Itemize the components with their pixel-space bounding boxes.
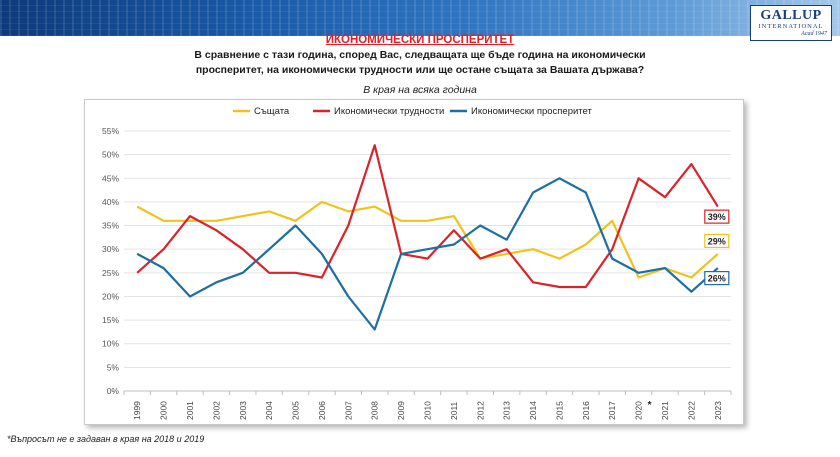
x-tick-label: 2009	[396, 401, 406, 420]
x-tick-label: 2020	[634, 401, 644, 420]
x-tick-label: 2004	[264, 401, 274, 420]
logo-line2: INTERNATIONAL	[758, 23, 824, 30]
x-tick-label: 2005	[291, 401, 301, 420]
legend-label: Същата	[254, 106, 290, 117]
line-chart: 0% 5% 10% 15% 20% 25% 30% 35% 40% 45% 50% 55% 1999 20…	[102, 106, 732, 420]
survey-question: В сравнение с тази година, според Вас, с…	[160, 48, 680, 78]
x-tick-label: 2006	[317, 401, 327, 420]
legend-label: Икономически просперитет	[471, 106, 593, 117]
y-tick-label: 55%	[102, 126, 119, 136]
x-tick-label: 2002	[211, 401, 221, 420]
series-line	[136, 144, 719, 289]
y-tick-label: 25%	[102, 268, 119, 278]
question-line-2: просперитет, на икономически трудности и…	[195, 64, 645, 76]
y-tick-label: 20%	[102, 291, 119, 301]
x-tick-label: 2010	[423, 401, 433, 420]
x-tick-label: 2022	[686, 401, 696, 420]
x-tick-label: 2003	[238, 401, 248, 420]
x-tick-label: 2021	[660, 401, 670, 420]
y-tick-label: 5%	[107, 362, 120, 372]
x-tick-label: 2007	[343, 401, 353, 420]
gallup-logo: GALLUP INTERNATIONAL Acad 1947	[750, 5, 832, 41]
end-label-box	[704, 270, 730, 286]
x-tick-label: 2008	[370, 401, 380, 420]
end-label-box	[704, 209, 730, 224]
x-tick-label: 2014	[528, 401, 538, 420]
legend-label: Икономически трудности	[334, 106, 444, 117]
end-label-box	[704, 233, 730, 249]
y-tick-label: 10%	[102, 339, 119, 349]
y-tick-label: 15%	[102, 315, 119, 325]
footnote: *Въпросът не е задаван в края на 2018 и …	[7, 434, 205, 444]
x-tick-label: 2001	[185, 401, 195, 420]
x-tick-label: 2000	[159, 401, 169, 420]
end-label: 26%	[708, 274, 726, 284]
chart-frame: 0% 5% 10% 15% 20% 25% 30% 35% 40% 45% 50% 55% 1999 20…	[84, 99, 744, 425]
chart-subtitle: В края на всяка година	[363, 84, 477, 96]
series-line	[136, 177, 719, 331]
y-tick-label: 40%	[102, 197, 119, 207]
x-tick-label: 2016	[581, 401, 591, 420]
y-tick-label: 35%	[102, 221, 119, 231]
question-line-1: В сравнение с тази година, според Вас, с…	[194, 49, 646, 61]
x-tick-label: 1999	[132, 401, 142, 420]
y-tick-label: 30%	[102, 244, 119, 254]
end-label: 29%	[708, 236, 726, 246]
logo-line1: GALLUP	[760, 8, 822, 23]
y-tick-label: 45%	[102, 173, 119, 183]
logo-line3: Acad 1947	[801, 31, 827, 37]
x-tick-label: 2013	[502, 401, 512, 420]
x-tick-label: 2017	[607, 401, 617, 420]
page-title: ИКОНОМИЧЕСКИ ПРОСПЕРИТЕТ	[325, 34, 515, 46]
y-tick-label: 50%	[102, 150, 119, 160]
end-label: 39%	[708, 212, 726, 222]
x-tick-label: 2015	[554, 401, 564, 420]
series-line	[136, 200, 719, 279]
x-axis-asterisk: *	[648, 400, 652, 411]
x-tick-label: 2023	[713, 401, 723, 420]
header-banner	[0, 0, 840, 36]
x-tick-label: 2012	[475, 401, 485, 420]
y-tick-label: 0%	[107, 386, 120, 396]
x-tick-label: 2011	[449, 401, 459, 420]
